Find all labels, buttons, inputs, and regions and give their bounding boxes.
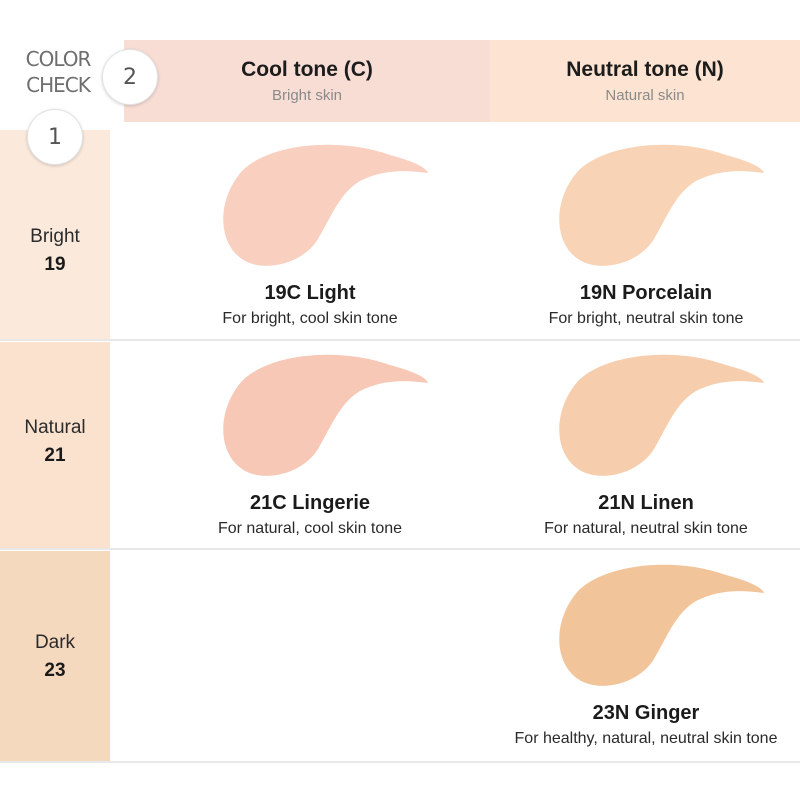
row-number: 21 <box>44 445 66 466</box>
shade-cell-19c: 19C Light For bright, cool skin tone <box>140 135 480 330</box>
shade-description: For natural, neutral skin tone <box>544 520 748 537</box>
step-badge-rows: 1 <box>27 109 83 165</box>
row-divider <box>0 761 800 763</box>
shade-name: 21C Lingerie <box>249 492 371 514</box>
row-header-dark: Dark 23 <box>0 551 110 761</box>
row-divider <box>0 548 800 550</box>
column-title: Neutral tone (N) <box>566 58 724 81</box>
row-name: Bright <box>30 226 80 247</box>
cream-swatch <box>559 354 764 476</box>
row-divider <box>0 339 800 341</box>
shade-name: 21N Linen <box>598 492 694 514</box>
shade-name: 23N Ginger <box>592 702 700 724</box>
cream-swatch <box>559 564 764 686</box>
shade-cell-23n: 23N Ginger For healthy, natural, neutral… <box>476 555 800 750</box>
color-check-label: COLOR CHECK <box>25 47 92 97</box>
column-header-neutral: Neutral tone (N) Natural skin <box>490 40 800 122</box>
shade-description: For natural, cool skin tone <box>217 520 403 537</box>
row-number: 23 <box>44 660 66 681</box>
column-subtitle: Natural skin <box>605 87 685 104</box>
column-title: Cool tone (C) <box>241 58 373 81</box>
step-badge-columns: 2 <box>102 49 158 105</box>
row-name: Natural <box>24 417 86 438</box>
cream-swatch <box>223 144 428 266</box>
shade-cell-19n: 19N Porcelain For bright, neutral skin t… <box>476 135 800 330</box>
row-number: 19 <box>44 254 66 275</box>
shade-description: For healthy, natural, neutral skin tone <box>514 730 778 747</box>
row-name: Dark <box>34 632 76 653</box>
shade-cell-21n: 21N Linen For natural, neutral skin tone <box>476 345 800 540</box>
shade-description: For bright, neutral skin tone <box>548 310 744 327</box>
shade-name: 19C Light <box>264 282 356 304</box>
cream-swatch <box>559 144 764 266</box>
shade-cell-21c: 21C Lingerie For natural, cool skin tone <box>140 345 480 540</box>
shade-description: For bright, cool skin tone <box>222 310 398 327</box>
row-header-natural: Natural 21 <box>0 342 110 548</box>
cream-swatch <box>223 354 428 476</box>
column-subtitle: Bright skin <box>271 87 343 104</box>
column-header-cool: Cool tone (C) Bright skin <box>124 40 490 122</box>
shade-name: 19N Porcelain <box>579 282 713 304</box>
